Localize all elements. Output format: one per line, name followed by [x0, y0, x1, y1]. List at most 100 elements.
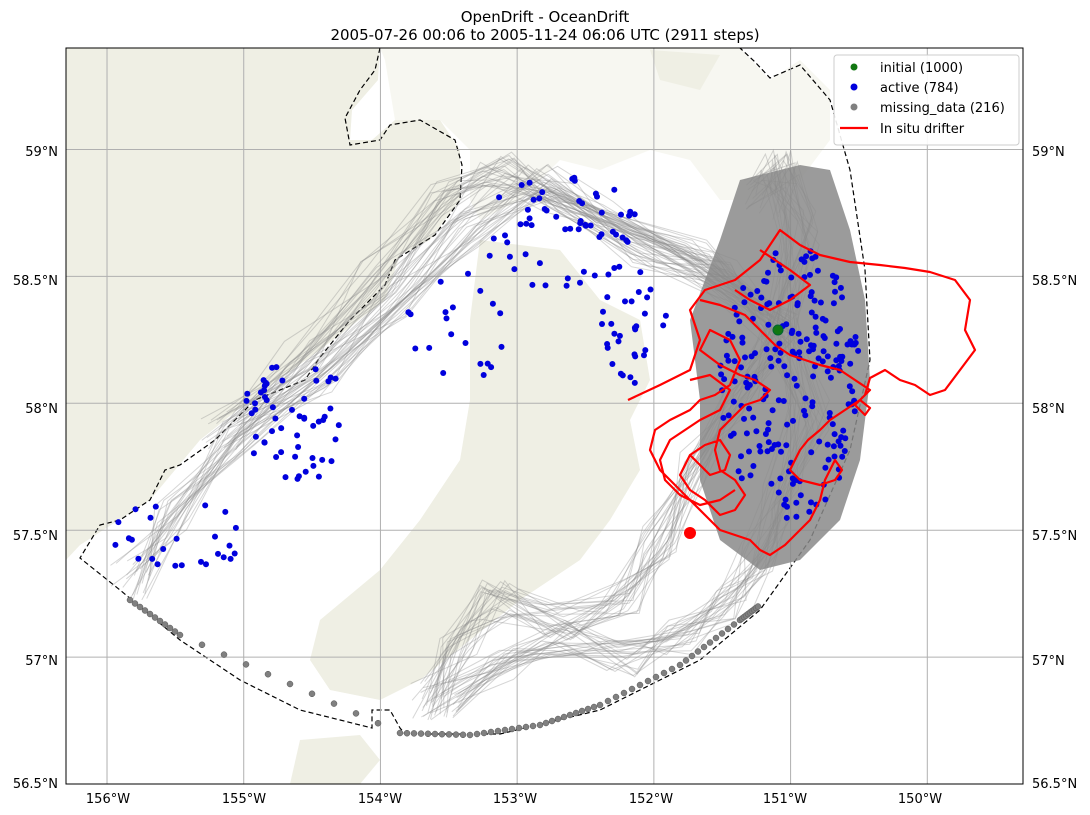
active-particle [752, 350, 758, 357]
active-particle [248, 410, 255, 417]
active-particle [827, 374, 834, 381]
active-particle [808, 449, 815, 456]
active-particle [790, 417, 796, 424]
active-particle [746, 448, 752, 455]
active-particle [498, 343, 505, 350]
missing-particle [286, 680, 294, 688]
legend-box [833, 54, 1020, 146]
active-particle [844, 341, 851, 348]
active-particle [802, 395, 809, 402]
active-particle [783, 514, 790, 521]
active-particle [720, 414, 727, 421]
active-particle [840, 427, 847, 434]
plot-frame [65, 47, 1024, 785]
active-particle [814, 267, 821, 274]
missing-particle [560, 713, 568, 721]
active-particle [642, 347, 649, 354]
active-particle [609, 228, 616, 235]
trajectory-line [126, 163, 778, 562]
trajectory-line [132, 197, 793, 596]
missing-particle [445, 731, 453, 738]
missing-particle [652, 673, 660, 681]
trajectory-line [147, 186, 770, 581]
lat-label-right: 57.5°N [1032, 529, 1077, 544]
trajectory-line [218, 161, 798, 430]
active-particle [282, 474, 289, 481]
trajectory-line [132, 173, 765, 600]
active-particle [631, 379, 638, 386]
active-particle [310, 462, 317, 469]
lat-label-left: 58°N [25, 402, 58, 417]
missing-particle [572, 709, 580, 717]
lon-label: 155°W [222, 792, 266, 807]
active-particle [783, 442, 790, 449]
lon-label: 151°W [763, 792, 807, 807]
active-particle [723, 352, 730, 359]
active-particle [826, 410, 833, 416]
active-particle [783, 321, 790, 328]
active-particle [806, 508, 813, 515]
active-particle [725, 330, 732, 337]
active-particle [731, 358, 738, 365]
active-particle [777, 475, 784, 482]
missing-data-particles [126, 596, 762, 739]
trajectory-line [144, 194, 787, 594]
active-particle [763, 278, 770, 285]
lat-label-left: 56.5°N [13, 777, 58, 792]
active-particle [325, 378, 332, 385]
active-particle [526, 179, 533, 186]
active-particle [202, 502, 209, 509]
active-particle [448, 331, 455, 338]
active-particle [579, 200, 586, 207]
active-particle [647, 286, 654, 293]
legend: initial (1000) active (784) missing_data… [833, 54, 1020, 146]
active-particle [754, 288, 761, 294]
active-particle [644, 294, 651, 301]
active-particle [250, 450, 257, 457]
active-particle [569, 175, 576, 182]
active-particle [328, 458, 335, 465]
missing-particle [700, 643, 708, 651]
active-particle [273, 454, 280, 460]
title-line: OpenDrift - OceanDrift [460, 8, 630, 26]
trajectory-line [137, 180, 771, 586]
active-particle [539, 189, 546, 196]
lat-label-right: 58.5°N [1032, 274, 1077, 289]
missing-particle [459, 731, 467, 739]
active-particle [632, 326, 639, 333]
active-particle [825, 456, 832, 463]
active-particle [769, 407, 776, 414]
active-particle [810, 342, 817, 349]
missing-particle [676, 661, 684, 669]
active-particle [442, 309, 449, 316]
active-particle [215, 550, 221, 557]
active-particle [750, 414, 757, 421]
active-particle [839, 453, 846, 460]
active-particle [567, 225, 574, 232]
active-particle [807, 271, 813, 278]
active-particle [777, 349, 784, 356]
active-particle [764, 448, 771, 455]
trajectory-line [126, 196, 784, 576]
trajectory-line [235, 155, 789, 447]
trajectory-line [136, 168, 771, 572]
missing-particle [330, 700, 338, 707]
active-particle [437, 278, 444, 285]
active-particle [627, 208, 634, 215]
active-particle [272, 415, 279, 422]
trajectory-line [110, 178, 768, 587]
active-particle [837, 326, 843, 332]
active-particle [851, 341, 858, 348]
active-particle [269, 404, 276, 411]
active-particle [847, 360, 854, 367]
active-particle [837, 284, 844, 291]
active-particle [725, 412, 732, 419]
missing-particle [352, 710, 360, 717]
lat-label-left: 57°N [25, 654, 58, 669]
active-particle [154, 561, 161, 568]
active-particle [587, 222, 594, 229]
missing-particle [452, 731, 460, 738]
missing-particle [620, 689, 628, 697]
active-particle [497, 310, 504, 317]
active-particle [149, 555, 156, 562]
